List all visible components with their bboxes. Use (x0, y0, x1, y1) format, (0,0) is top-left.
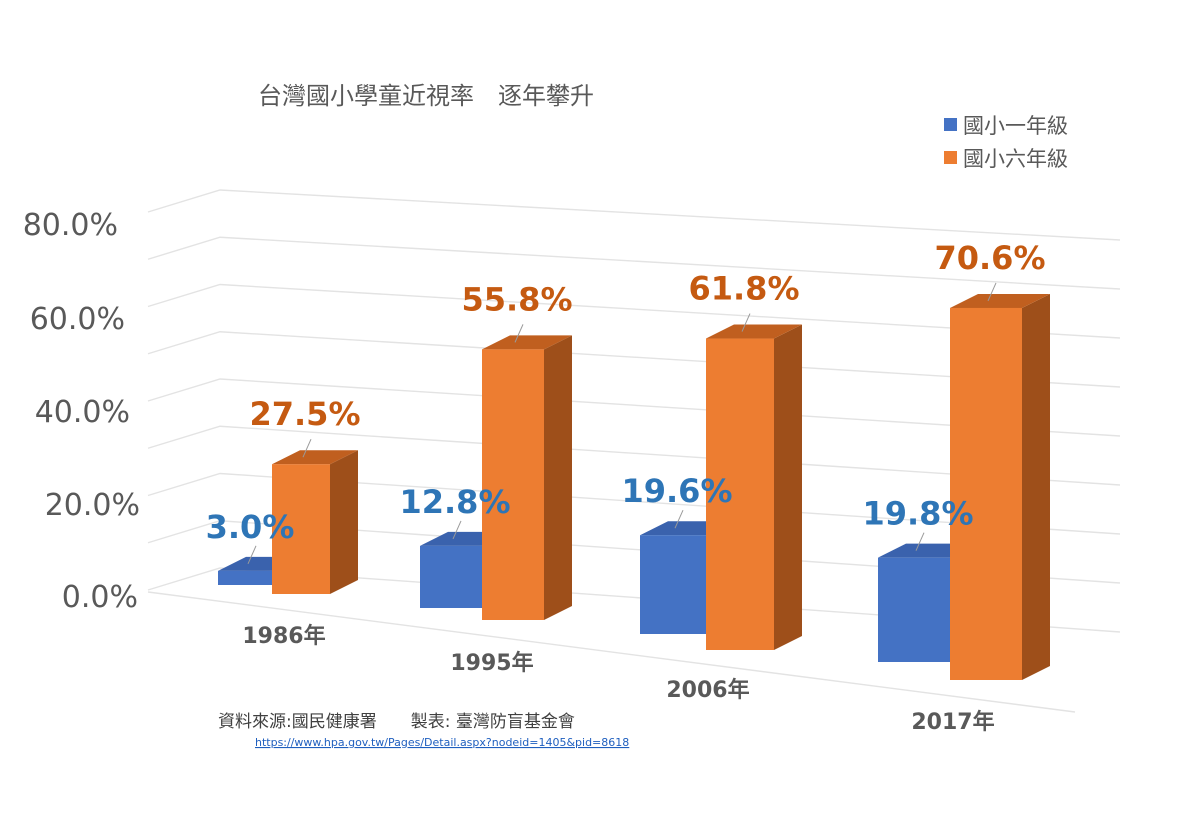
y-tick-label: 80.0% (23, 208, 118, 243)
data-labels: 3.0% 27.5% 12.8% 55.8% 19.6% 61.8% 19.8% 70.6% (206, 239, 1046, 565)
legend-swatch-2 (944, 151, 957, 164)
bar-top (482, 335, 572, 350)
label-leader (247, 545, 257, 565)
label-leader (987, 282, 997, 302)
x-axis-categories: 1986年 1995年 2006年 2017年 (242, 623, 994, 735)
bar-top (706, 324, 802, 339)
data-label: 55.8% (461, 280, 572, 318)
gridline (147, 236, 1121, 290)
gridline (147, 567, 1121, 633)
gridline (147, 425, 1121, 486)
label-leader (915, 532, 925, 551)
legend-swatch-1 (944, 118, 957, 131)
gridlines (147, 189, 1121, 713)
source-note: 資料來源:國民健康署 製表: 臺灣防盲基金會 (218, 712, 575, 732)
bar-front (272, 464, 330, 594)
gridline (147, 331, 1121, 388)
source-url[interactable]: https://www.hpa.gov.tw/Pages/Detail.aspx… (255, 736, 629, 749)
gridline (147, 283, 1121, 339)
y-tick-label: 60.0% (30, 302, 125, 337)
bar (950, 293, 1050, 680)
gridline (147, 189, 1121, 241)
label-leader (452, 520, 462, 540)
bar-front (640, 535, 706, 634)
bar-front (706, 338, 774, 650)
data-label: 19.6% (621, 472, 732, 510)
x-category-label: 1995年 (450, 650, 533, 676)
data-label: 70.6% (934, 239, 1045, 277)
bar-front (420, 545, 482, 608)
data-label: 12.8% (399, 483, 510, 521)
legend-label-1: 國小一年級 (963, 114, 1068, 138)
label-leader (741, 313, 751, 332)
data-label: 3.0% (206, 508, 295, 546)
bar-side (1022, 293, 1050, 680)
legend: 國小一年級 國小六年級 (944, 114, 1068, 171)
x-category-label: 2017年 (911, 709, 994, 735)
y-tick-label: 0.0% (62, 580, 138, 615)
bar-front (482, 349, 544, 620)
y-axis-ticks: 0.0% 20.0% 40.0% 60.0% 80.0% (23, 208, 140, 615)
chart-title: 台灣國小學童近視率 逐年攀升 (258, 82, 594, 110)
bar-front (950, 307, 1022, 680)
bar-side (774, 324, 802, 650)
data-label: 27.5% (249, 395, 360, 433)
data-label: 61.8% (688, 270, 799, 308)
data-label: 19.8% (862, 495, 973, 533)
legend-label-2: 國小六年級 (963, 147, 1068, 171)
bar-side (544, 335, 572, 620)
bar-top (950, 293, 1050, 308)
x-category-label: 1986年 (242, 623, 325, 649)
y-tick-label: 20.0% (45, 488, 140, 523)
gridline (147, 520, 1121, 584)
label-leader (302, 438, 312, 458)
gridline (147, 472, 1121, 535)
label-leader (674, 510, 684, 529)
bars (218, 293, 1050, 680)
x-category-label: 2006年 (666, 677, 749, 703)
bar-side (330, 450, 358, 594)
bar (482, 335, 572, 620)
y-tick-label: 40.0% (35, 395, 130, 430)
bar (706, 324, 802, 650)
bar-front (218, 570, 274, 585)
gridline (147, 378, 1121, 437)
bar-top (272, 450, 358, 465)
bar-front (878, 557, 950, 662)
label-leader (514, 324, 524, 343)
floor-edge (147, 591, 1076, 713)
bar (272, 450, 358, 594)
